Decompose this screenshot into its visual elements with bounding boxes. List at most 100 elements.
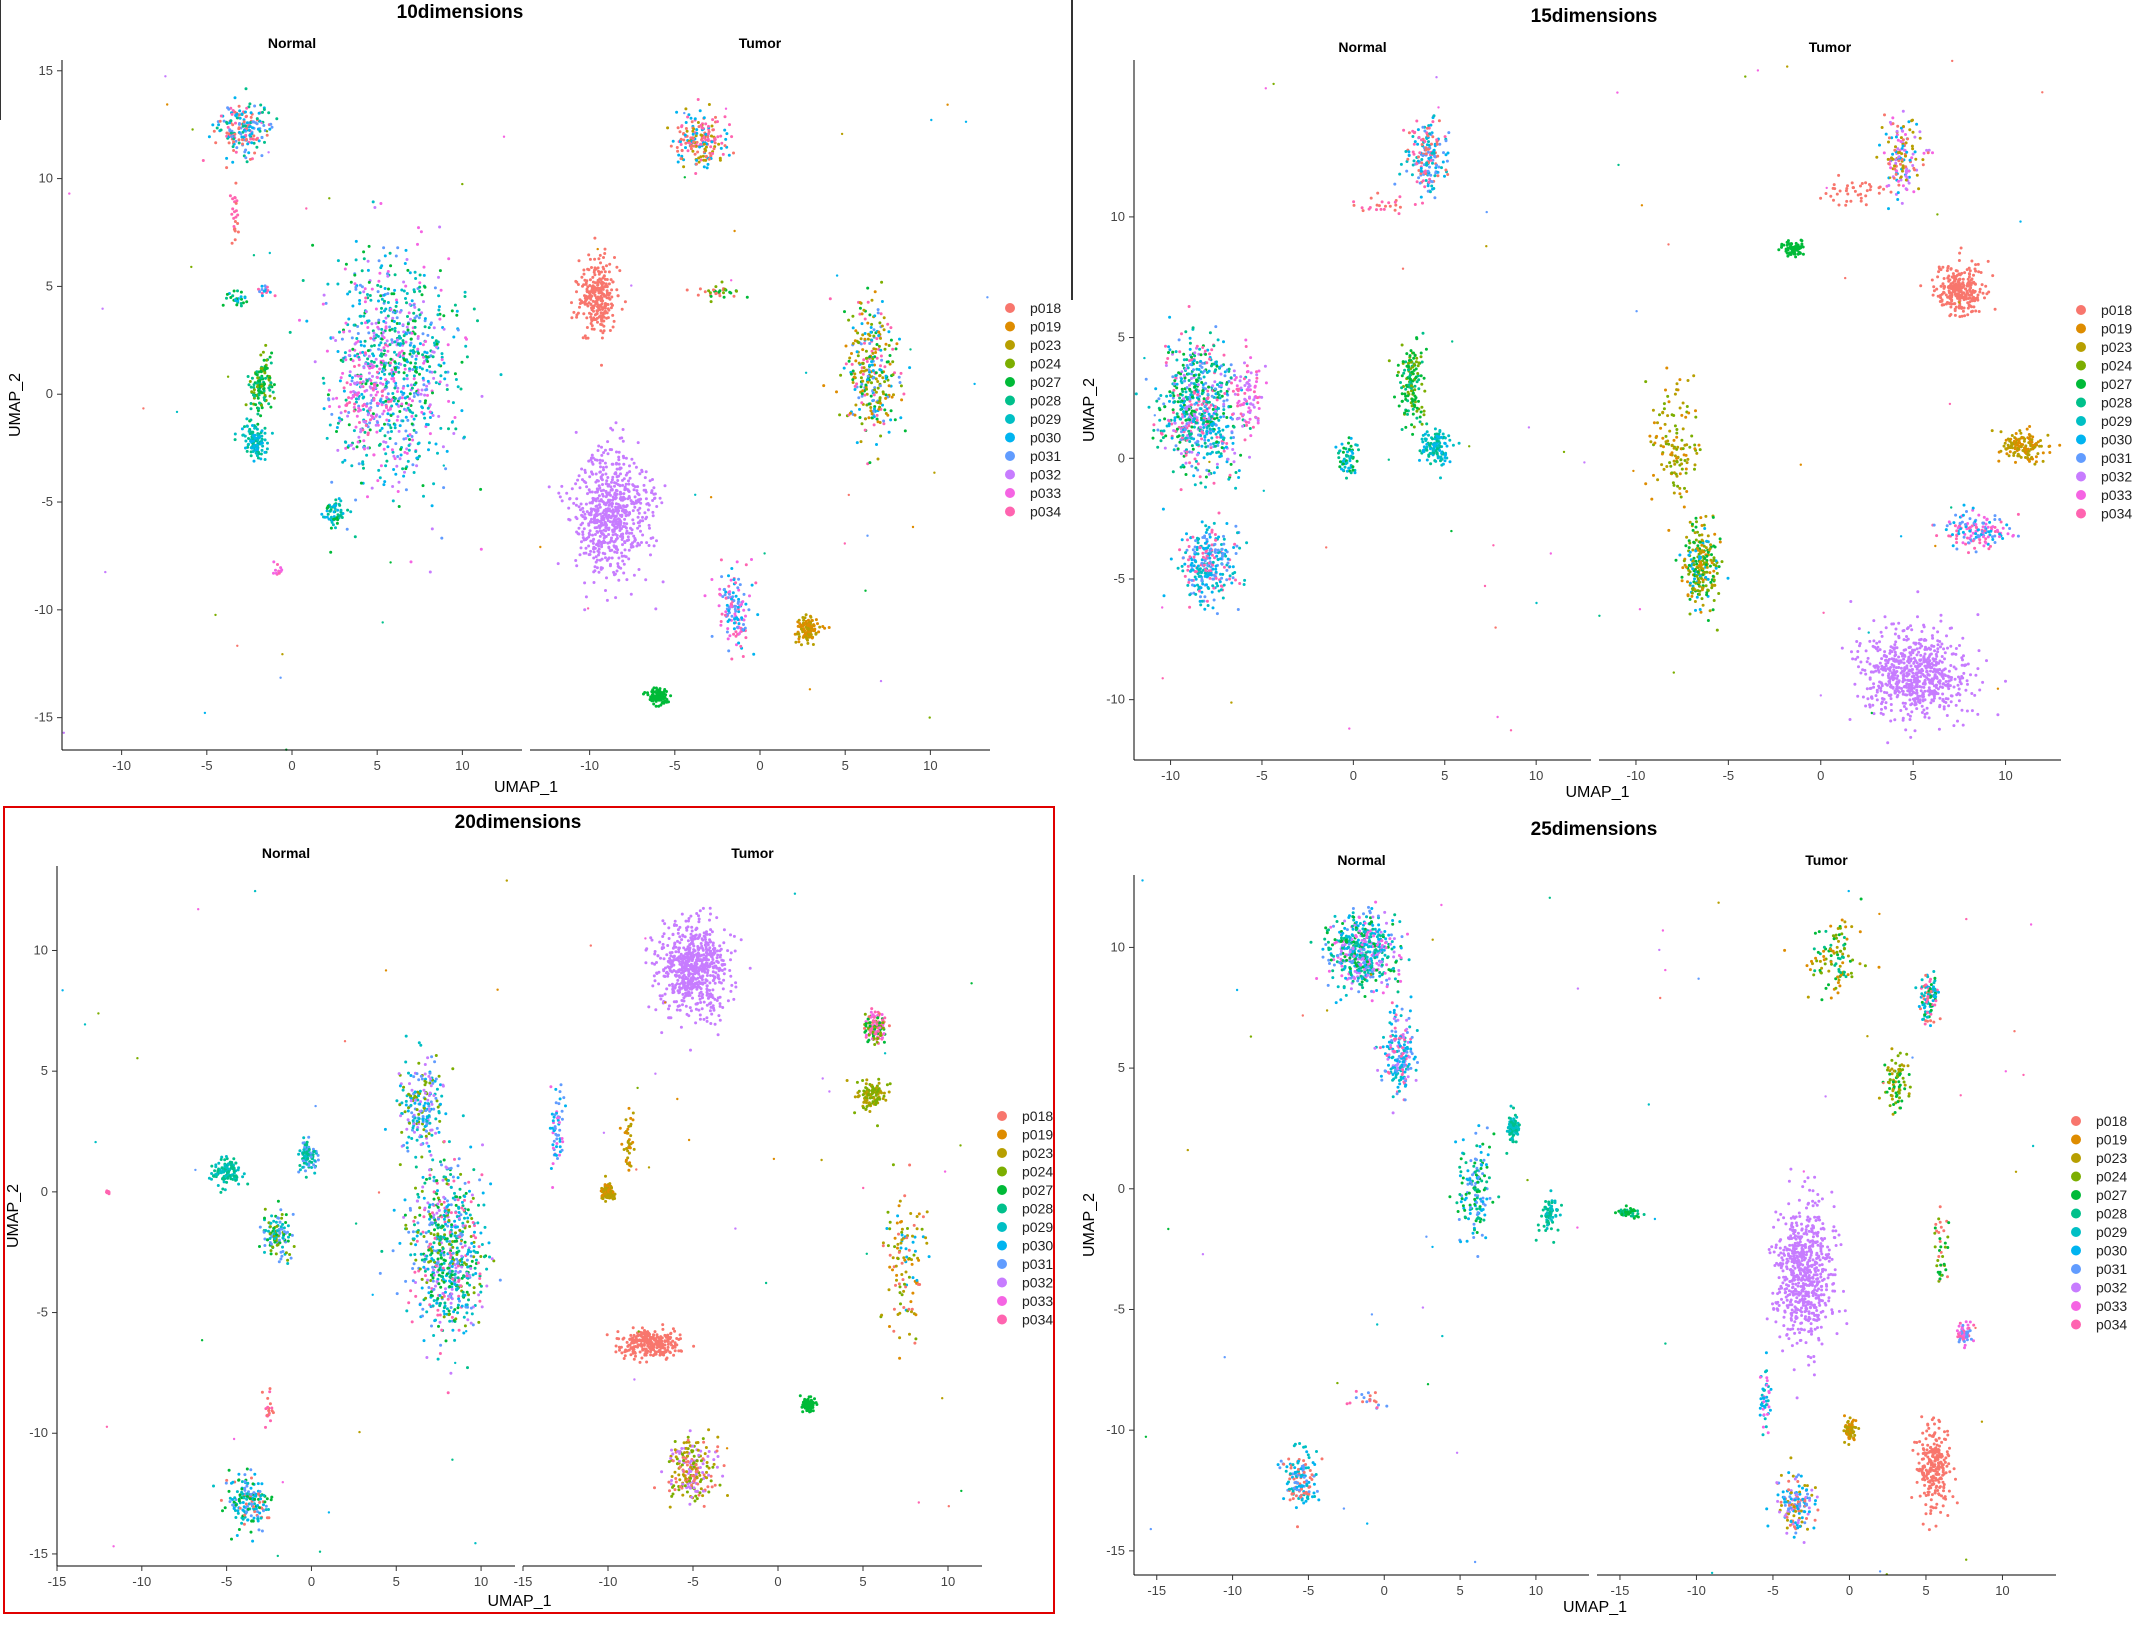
point-p027 — [411, 423, 414, 426]
point-p034 — [1180, 332, 1183, 335]
point-p027 — [651, 695, 654, 698]
point-p023 — [863, 366, 866, 369]
point-p030 — [1414, 140, 1417, 143]
point-p019 — [845, 345, 848, 348]
point-p033 — [750, 558, 753, 561]
point-p030 — [889, 418, 892, 421]
point-p034 — [886, 323, 889, 326]
point-p018 — [600, 304, 603, 307]
point-p029 — [344, 440, 347, 443]
point-p018 — [234, 182, 237, 185]
point-p034 — [1444, 135, 1447, 138]
point-p018 — [1430, 143, 1433, 146]
point-p029 — [366, 293, 369, 296]
point-p030 — [711, 140, 714, 143]
point-p028 — [1160, 439, 1163, 442]
point-p032 — [615, 421, 618, 424]
point-p034 — [1210, 531, 1213, 534]
point-p029 — [439, 374, 442, 377]
point-p019 — [801, 625, 804, 628]
point-p028 — [1187, 430, 1190, 433]
point-p018 — [612, 280, 615, 283]
point-p018 — [598, 271, 601, 274]
point-p034 — [1214, 539, 1217, 542]
point-p031 — [261, 288, 264, 291]
point-p029 — [266, 447, 269, 450]
point-p028 — [253, 254, 255, 256]
point-p029 — [1223, 538, 1226, 541]
point-p030 — [1208, 552, 1211, 555]
point-p027 — [859, 416, 862, 419]
point-p028 — [1181, 390, 1184, 393]
point-p027 — [1406, 365, 1409, 368]
facet-label: Normal — [1338, 39, 1386, 55]
point-p027 — [388, 329, 391, 332]
point-p029 — [1404, 150, 1407, 153]
point-p032 — [650, 491, 653, 494]
point-p031 — [351, 336, 354, 339]
point-p034 — [202, 159, 205, 162]
point-p028 — [1225, 383, 1228, 386]
point-p032 — [423, 394, 426, 397]
point-p033 — [345, 322, 348, 325]
point-p027 — [1417, 400, 1420, 403]
point-p033 — [480, 548, 483, 551]
point-p031 — [1230, 363, 1233, 366]
point-p034 — [863, 342, 866, 345]
point-p032 — [600, 543, 603, 546]
point-p024 — [884, 348, 887, 351]
point-p032 — [600, 489, 603, 492]
point-p018 — [686, 289, 689, 292]
x-tick-label: 0 — [756, 758, 763, 773]
chart-title: 15dimensions — [1531, 6, 1658, 27]
point-p034 — [1201, 552, 1204, 555]
point-p018 — [580, 276, 583, 279]
point-p030 — [1227, 425, 1230, 428]
point-p029 — [1216, 466, 1219, 469]
point-p030 — [866, 378, 869, 381]
point-p029 — [264, 432, 267, 435]
point-p032 — [652, 486, 655, 489]
point-p028 — [424, 325, 427, 328]
point-p028 — [234, 438, 237, 441]
point-p018 — [253, 152, 256, 155]
point-p031 — [396, 246, 399, 249]
point-p033 — [366, 326, 369, 329]
point-p032 — [616, 489, 619, 492]
point-p034 — [1202, 400, 1205, 403]
point-p027 — [256, 423, 259, 426]
point-p018 — [570, 316, 573, 319]
point-p032 — [610, 448, 613, 451]
point-p031 — [1203, 536, 1206, 539]
point-p032 — [623, 541, 626, 544]
point-p018 — [624, 300, 627, 303]
point-p034 — [1186, 538, 1189, 541]
legend-key-p023 — [1005, 340, 1015, 350]
point-p027 — [1420, 374, 1423, 377]
point-p028 — [389, 426, 392, 429]
point-p027 — [1185, 473, 1188, 476]
point-p034 — [1197, 462, 1200, 465]
point-p018 — [680, 138, 683, 141]
point-p032 — [595, 473, 598, 476]
point-p031 — [422, 383, 425, 386]
point-p031 — [261, 136, 264, 139]
point-p018 — [142, 407, 144, 409]
point-p032 — [1164, 447, 1167, 450]
point-p018 — [582, 269, 585, 272]
point-p027 — [876, 418, 879, 421]
point-p019 — [885, 343, 888, 346]
point-p030 — [973, 383, 975, 385]
point-p031 — [1234, 525, 1237, 528]
point-p028 — [334, 498, 337, 501]
point-p032 — [636, 542, 639, 545]
point-p032 — [352, 447, 355, 450]
point-p033 — [366, 495, 369, 498]
point-p018 — [586, 268, 589, 271]
point-p032 — [579, 486, 582, 489]
point-p034 — [1223, 354, 1226, 357]
point-p032 — [625, 532, 628, 535]
point-p032 — [634, 495, 637, 498]
point-p030 — [1408, 154, 1411, 157]
point-p033 — [730, 279, 732, 281]
